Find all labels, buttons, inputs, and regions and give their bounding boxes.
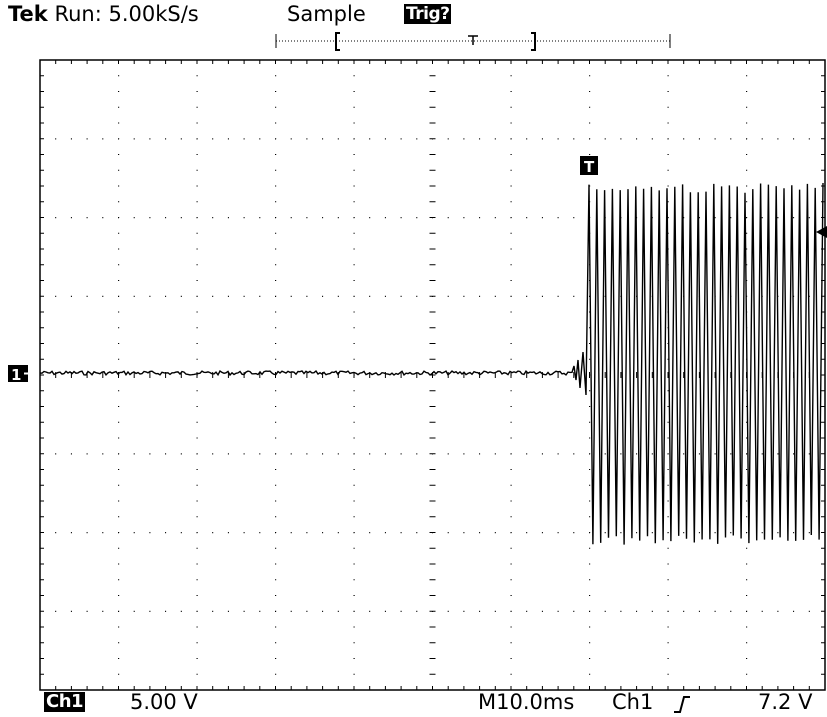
record-position-bar [275,32,671,51]
svg-text:T: T [584,158,595,176]
trigger-level-label: 7.2 V [758,690,813,714]
channel-1-ground-marker: 1 [8,365,39,384]
sample-rate-label: Run: 5.00kS/s [54,2,199,26]
channel-1-waveform [39,182,824,545]
trigger-position-marker: T [580,156,598,176]
brand-label: Tek [8,2,48,26]
graticule-grid [39,59,825,691]
volts-per-div-label: 5.00 V [130,690,198,714]
trigger-status-badge: Trig? [404,4,452,24]
trigger-level-arrow-icon [816,226,827,238]
header-status: Tek Run: 5.00kS/s [8,2,199,26]
svg-text:1: 1 [11,366,21,384]
rising-edge-icon [674,696,690,713]
timebase-label: M10.0ms [478,690,575,714]
acquisition-mode-label: Sample [287,2,366,26]
trigger-source-label: Ch1 [612,690,654,714]
channel-badge: Ch1 [44,691,86,712]
